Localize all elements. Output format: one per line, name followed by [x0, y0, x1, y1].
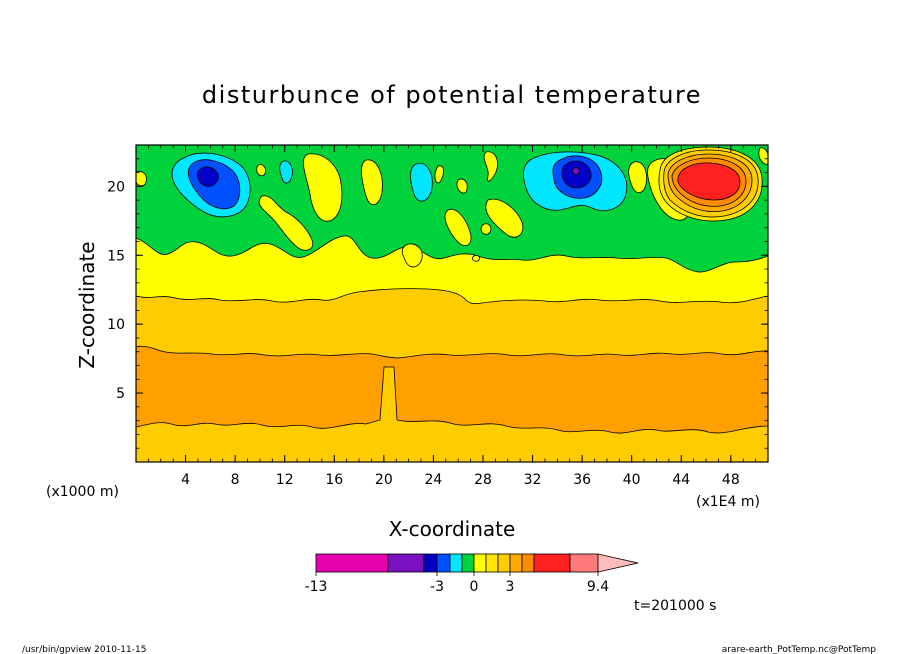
- colorbar: [315, 553, 639, 573]
- colorbar-segment: [497, 553, 511, 573]
- x-tick-label: 32: [524, 472, 542, 488]
- colorbar-segment: [533, 553, 571, 573]
- x-tick-label: 16: [325, 472, 343, 488]
- x-tick-label: 12: [276, 472, 294, 488]
- x-tick-label: 40: [623, 472, 641, 488]
- y-axis-label: Z-coordinate: [75, 241, 99, 368]
- colorbar-segment: [509, 553, 523, 573]
- colorbar-segment: [569, 553, 599, 573]
- x-axis-label: X-coordinate: [389, 517, 516, 541]
- band-lower-orange: [136, 345, 768, 434]
- yellow-island-16: [136, 171, 147, 187]
- x-tick-label: 48: [722, 472, 740, 488]
- x-tick-label: 44: [672, 472, 690, 488]
- cold-anomaly-2-center: [572, 167, 580, 175]
- yellow-island-1: [258, 195, 314, 251]
- chart-title: disturbunce of potential temperature: [202, 81, 702, 109]
- colorbar-arrow: [597, 553, 639, 573]
- yellow-island-15: [758, 147, 768, 165]
- plot-frame: [135, 144, 769, 463]
- colorbar-segment: [521, 553, 535, 573]
- warm-anomaly-core: [677, 162, 741, 201]
- colorbar-segment: [485, 553, 499, 573]
- y-tick-label: 20: [107, 179, 125, 195]
- yellow-island-5: [434, 165, 444, 184]
- yellow-island-4: [361, 159, 383, 205]
- colorbar-segment: [461, 553, 475, 573]
- x-axis-ticks: 4 8 12 16 20 24 28 32 36 40 44 48: [135, 145, 769, 488]
- cyan-blob-2: [410, 162, 433, 202]
- cyan-blob-1: [279, 160, 293, 184]
- x-tick-label: 20: [375, 472, 393, 488]
- colorbar-segment: [387, 553, 425, 573]
- yellow-island-11: [483, 151, 498, 182]
- yellow-island-8: [401, 243, 423, 268]
- x-tick-label: 24: [424, 472, 442, 488]
- yellow-island-10: [471, 255, 481, 262]
- colorbar-ticks: -13 -3 0 3 9.4: [305, 572, 609, 595]
- x-tick-label: 28: [474, 472, 492, 488]
- colorbar-segment: [449, 553, 463, 573]
- colorbar-tick-label: 3: [506, 579, 515, 595]
- colorbar-tick-label: 0: [470, 579, 479, 595]
- footer-left: /usr/bin/gpview 2010-11-15: [22, 645, 146, 654]
- yellow-island-3: [256, 164, 266, 177]
- colorbar-segment: [436, 553, 451, 573]
- x-tick-label: 36: [573, 472, 591, 488]
- colorbar-tick-label: 9.4: [587, 579, 609, 595]
- x-unit-right: (x1E4 m): [696, 494, 760, 510]
- x-unit-left: (x1000 m): [46, 484, 119, 500]
- y-tick-label: 5: [116, 386, 125, 402]
- yellow-island-13: [628, 161, 647, 193]
- yellow-island-2: [303, 153, 343, 222]
- colorbar-segment: [315, 553, 389, 573]
- colorbar-tick-label: -13: [305, 579, 328, 595]
- y-tick-label: 15: [107, 248, 125, 264]
- time-label: t=201000 s: [634, 598, 716, 614]
- yellow-island-6: [444, 208, 472, 246]
- x-tick-label: 8: [231, 472, 240, 488]
- yellow-island-9: [480, 223, 492, 235]
- yellow-island-7: [456, 178, 468, 194]
- y-tick-label: 10: [107, 317, 125, 333]
- yellow-island-12: [485, 198, 524, 238]
- plot-area: [136, 145, 768, 462]
- cold-anomaly-1-core: [197, 166, 219, 187]
- x-tick-label: 4: [181, 472, 190, 488]
- colorbar-segment: [423, 553, 438, 573]
- footer-right: arare-earth_PotTemp.nc@PotTemp: [722, 645, 877, 654]
- colorbar-tick-label: -3: [430, 579, 444, 595]
- y-axis-ticks: 5 10 15 20: [107, 144, 768, 463]
- colorbar-segment: [473, 553, 487, 573]
